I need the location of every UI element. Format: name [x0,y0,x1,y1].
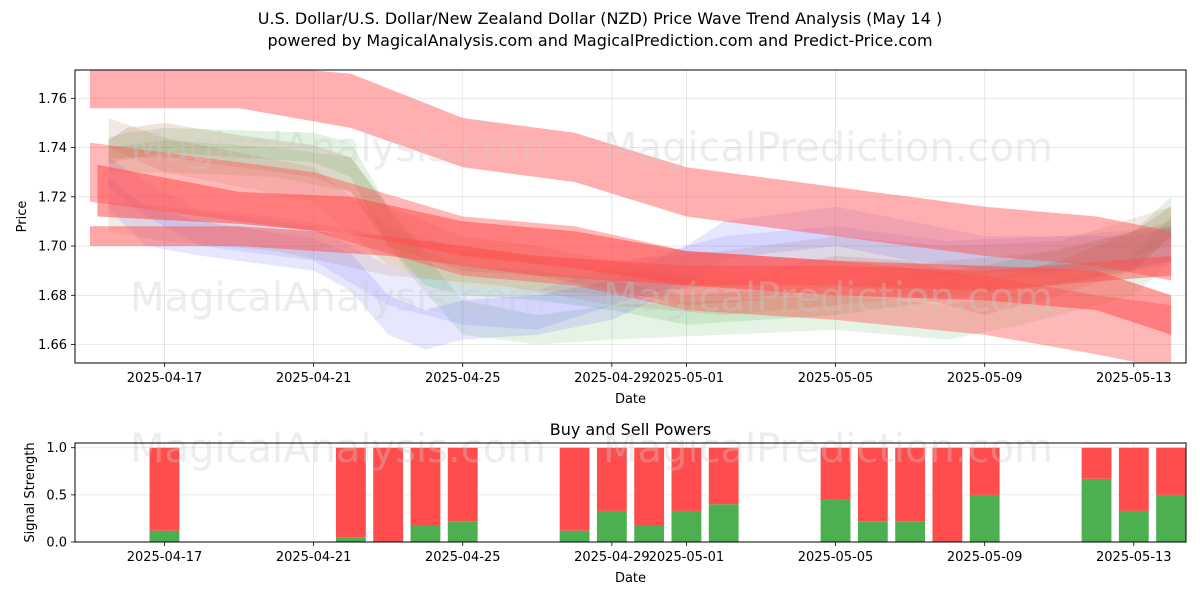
power-x-axis-label: Date [615,571,646,586]
price-x-tick-label: 2025-04-21 [276,371,352,386]
buy-power-bar [708,504,739,542]
price-x-tick-label: 2025-05-13 [1096,371,1172,386]
price-band-red-trend-upper [89,70,1172,281]
buy-power-bar [820,499,851,542]
sell-power-bar [410,447,441,526]
price-y-tick-label: 1.72 [38,190,67,205]
watermark-magicalprediction: MagicalPrediction.com [603,275,1053,321]
power-axis-ticks: 2025-04-17 2025-04-21 2025-04-25 2025-04-29… [46,441,1171,565]
buy-power-bar [634,525,665,542]
price-y-tick-label: 1.70 [38,240,67,255]
price-y-tick-label: 1.74 [38,141,67,156]
sell-power-bar [857,447,888,522]
price-axis-ticks: 2025-04-17 2025-04-21 2025-04-25 2025-04-29… [38,92,1172,386]
power-y-tick-label: 0.0 [46,536,67,551]
sell-power-bar [820,447,851,500]
price-y-tick-label: 1.66 [38,338,67,353]
price-x-tick-label: 2025-05-01 [649,371,725,386]
price-band-blue-wave-2 [108,157,1172,330]
price-y-tick-label: 1.76 [38,92,67,107]
power-x-tick-label: 2025-04-21 [276,550,352,565]
power-plot-frame [74,442,1187,543]
buy-power-bar [1081,478,1112,542]
price-wave-bands [89,70,1172,363]
sell-power-bar [149,447,180,531]
power-y-tick-label: 0.5 [46,488,67,503]
buy-power-bar [857,521,888,542]
price-x-tick-label: 2025-04-29 [574,371,650,386]
sell-power-bar [708,447,739,505]
watermark-magicalprediction: MagicalPrediction.com [603,125,1053,171]
sell-power-bar [671,447,702,511]
power-bars [149,447,1186,542]
sell-power-bar [969,447,1000,495]
watermark-magicalprediction: MagicalPrediction.com [603,426,1053,472]
power-x-tick-label: 2025-05-05 [798,550,874,565]
buy-power-bar [596,510,627,542]
price-band-red-trend-narrow [89,226,1172,291]
buy-power-bar [895,521,926,542]
sell-power-bar [373,447,404,542]
figure-title: U.S. Dollar/U.S. Dollar/New Zealand Doll… [257,9,943,28]
buy-power-bar [1156,494,1186,542]
price-wave-chart: MagicalAnalysis.com MagicalPrediction.co… [15,69,1187,407]
buy-power-bar [149,530,180,542]
power-x-tick-label: 2025-05-13 [1096,550,1172,565]
price-x-tick-label: 2025-05-09 [947,371,1023,386]
price-x-tick-label: 2025-04-25 [425,371,501,386]
power-y-axis-label: Signal Strength [23,442,38,542]
buy-power-bar [1118,510,1149,542]
sell-power-bar [596,447,627,511]
buy-power-bar [335,537,366,542]
price-x-tick-label: 2025-05-05 [798,371,874,386]
watermark-magicalanalysis: MagicalAnalysis.com [130,426,546,472]
power-chart-title: Buy and Sell Powers [550,420,712,439]
power-y-tick-label: 1.0 [46,441,67,456]
sell-power-bar [634,447,665,526]
buy-power-bar [671,510,702,542]
price-band-red-trend-lower [97,164,1172,335]
price-x-axis-label: Date [615,392,646,407]
buy-power-bar [447,521,478,542]
price-plot-frame [74,69,1187,364]
sell-power-bar [335,447,366,538]
power-x-tick-label: 2025-04-17 [127,550,203,565]
watermark-magicalanalysis: MagicalAnalysis.com [130,275,546,321]
buy-sell-powers-chart: Buy and Sell Powers MagicalAnalysis.com … [23,420,1187,586]
buy-power-bar [410,525,441,542]
price-y-axis-label: Price [15,201,30,233]
sell-power-bar [447,447,478,522]
sell-power-bar [1156,447,1186,495]
sell-power-bar [1081,447,1112,479]
power-x-tick-label: 2025-05-01 [649,550,725,565]
power-x-tick-label: 2025-04-29 [574,550,650,565]
power-x-tick-label: 2025-04-25 [425,550,501,565]
price-band-green-wave-2 [108,140,1172,345]
price-band-blue-wave-1 [108,177,1172,350]
sell-power-bar [932,447,963,542]
price-band-green-wave-1 [108,127,1172,325]
watermark-magicalanalysis: MagicalAnalysis.com [130,125,546,171]
buy-power-bar [559,530,590,542]
sell-power-bar [559,447,590,531]
figure-subtitle: powered by MagicalAnalysis.com and Magic… [267,31,933,50]
price-y-tick-label: 1.68 [38,289,67,304]
power-x-tick-label: 2025-05-09 [947,550,1023,565]
price-x-tick-label: 2025-04-17 [127,371,203,386]
sell-power-bar [1118,447,1149,511]
sell-power-bar [895,447,926,522]
buy-power-bar [969,494,1000,542]
